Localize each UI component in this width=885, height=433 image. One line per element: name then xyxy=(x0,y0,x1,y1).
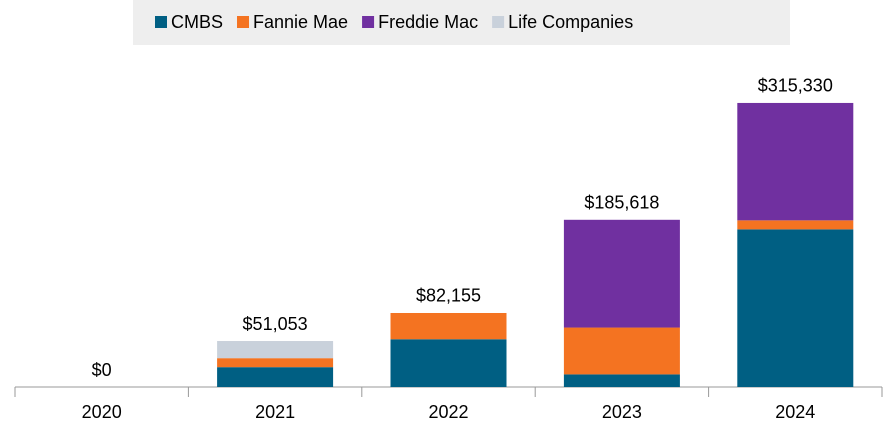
bar-segment xyxy=(390,312,507,340)
bar-segment xyxy=(217,367,334,387)
x-tick-label: 2020 xyxy=(82,402,122,422)
bar-segment xyxy=(737,229,854,387)
x-tick-label: 2021 xyxy=(255,402,295,422)
legend-swatch xyxy=(237,16,250,28)
legend-label: Life Companies xyxy=(508,12,633,32)
bar-segment xyxy=(737,220,854,230)
x-tick-label: 2022 xyxy=(428,402,468,422)
x-tick-label: 2024 xyxy=(775,402,815,422)
legend-swatch xyxy=(492,16,505,28)
bar-segment xyxy=(563,374,680,387)
bar-segment xyxy=(217,358,334,368)
bar-segment xyxy=(737,102,854,221)
x-tick-label: 2023 xyxy=(602,402,642,422)
legend-label: CMBS xyxy=(171,12,223,32)
total-label: $51,053 xyxy=(243,314,308,334)
legend-label: Freddie Mac xyxy=(378,12,478,32)
total-label: $0 xyxy=(92,360,112,380)
total-label: $82,155 xyxy=(416,286,481,306)
total-label: $185,618 xyxy=(584,193,659,213)
legend-swatch xyxy=(155,16,167,28)
bar-segment xyxy=(563,219,680,328)
legend-swatch xyxy=(362,16,375,28)
bar-segment xyxy=(563,327,680,375)
legend-label: Fannie Mae xyxy=(253,12,348,32)
total-label: $315,330 xyxy=(758,76,833,96)
bar-segment xyxy=(217,341,334,359)
bar-segment xyxy=(390,339,507,387)
